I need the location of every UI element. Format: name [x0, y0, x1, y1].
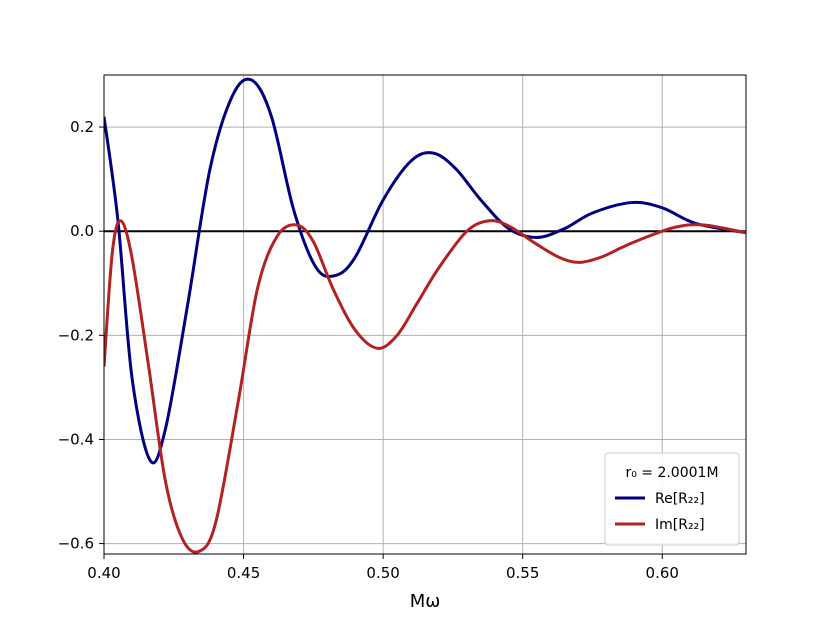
- plot-area: [104, 77, 746, 554]
- plot-frame: [103, 74, 747, 555]
- legend: r₀ = 2.0001M Re[R₂₂] Im[R₂₂]: [604, 452, 740, 546]
- legend-label-re: Re[R₂₂]: [655, 491, 705, 507]
- x-tick-label: 0.55: [506, 564, 539, 582]
- series-im-r22-line: [104, 219, 746, 554]
- y-tick-label: 0.0: [70, 222, 94, 240]
- x-tick-label: 0.60: [646, 564, 679, 582]
- x-axis-label: Mω: [410, 591, 441, 612]
- y-tick-label: −0.6: [58, 535, 94, 553]
- x-tick-label: 0.50: [366, 564, 399, 582]
- ticks: 0.40 0.45 0.50 0.55 0.60 −0.6 −0.4 −0.2 0.0 0.2: [58, 118, 679, 582]
- x-tick-label: 0.45: [227, 564, 260, 582]
- legend-box: [604, 452, 740, 546]
- y-tick-label: −0.2: [58, 326, 94, 344]
- x-tick-label: 0.40: [87, 564, 120, 582]
- legend-title: r₀ = 2.0001M: [625, 465, 718, 481]
- legend-label-im: Im[R₂₂]: [655, 517, 705, 533]
- y-tick-label: 0.2: [70, 118, 94, 136]
- y-tick-label: −0.4: [58, 430, 94, 448]
